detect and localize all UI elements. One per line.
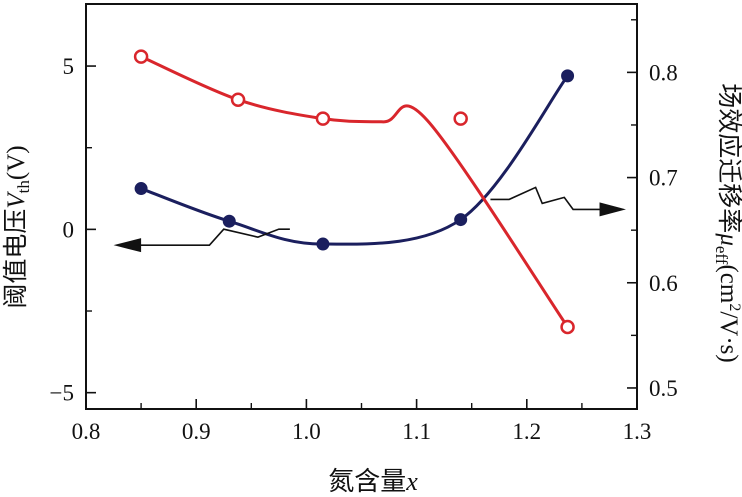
tick-marks: 0.8 0.9 1.0 1.1 1.2 1.3 −5 0 5 0.5 0.6 0.7 0.8 xyxy=(50,19,678,444)
mobility-point xyxy=(315,111,331,126)
threshold-voltage-point xyxy=(561,69,575,83)
left-arrow-line xyxy=(132,228,290,246)
mobility-point xyxy=(453,111,468,126)
plot-frame xyxy=(85,3,638,410)
right-axis-label-text: 场效应迁移率 xyxy=(715,83,742,233)
x-tick-label: 1.0 xyxy=(292,419,321,444)
left-axis-label-var: V xyxy=(3,191,30,209)
mobility-point xyxy=(133,49,149,64)
left-axis-label-sub: th xyxy=(14,180,33,194)
x-tick-label: 1.1 xyxy=(402,419,431,444)
x-tick-label: 1.3 xyxy=(623,419,652,444)
mobility-point xyxy=(560,319,575,335)
threshold-voltage-point xyxy=(134,182,148,196)
left-axis-label: 阈值电压Vth(V) xyxy=(2,145,33,308)
y-left-tick-label: −5 xyxy=(50,381,74,406)
left-arrowhead xyxy=(113,238,142,253)
left-axis-label-unit: (V) xyxy=(3,145,30,180)
y-right-tick-label: 0.5 xyxy=(649,376,678,401)
mobility-point xyxy=(230,92,246,107)
x-tick-label: 0.8 xyxy=(72,419,101,444)
series-layer xyxy=(133,49,575,335)
mobility-line xyxy=(140,55,569,328)
threshold-voltage-point xyxy=(454,213,468,227)
right-axis-label: 场效应迁移率μeff(cm2/V·s) xyxy=(712,83,742,362)
x-axis-label: 氮含量x xyxy=(328,467,418,496)
right-axis-label-unit-b: /V·s) xyxy=(715,311,742,362)
threshold-voltage-point xyxy=(316,237,330,251)
threshold-voltage-line xyxy=(140,74,569,246)
threshold-voltage-point xyxy=(222,214,236,228)
right-axis-label-unit-sup: 2 xyxy=(726,303,742,311)
y-right-tick-label: 0.7 xyxy=(649,166,678,191)
x-axis-label-text: 氮含量 xyxy=(328,467,406,496)
y-left-tick-label: 0 xyxy=(63,217,75,242)
y-right-tick-label: 0.6 xyxy=(649,271,678,296)
right-axis-label-var: μ xyxy=(715,232,742,246)
right-axis-label-sub: eff xyxy=(712,246,731,265)
right-axis-label-unit-a: (cm xyxy=(715,264,742,303)
y-left-tick-label: 5 xyxy=(63,54,75,79)
right-arrow-line xyxy=(490,186,610,211)
x-tick-label: 1.2 xyxy=(512,419,541,444)
y-right-tick-label: 0.8 xyxy=(649,60,678,85)
right-arrowhead xyxy=(599,202,626,217)
axis-arrows xyxy=(113,186,626,253)
plot-axes xyxy=(85,3,638,410)
left-axis-label-text: 阈值电压 xyxy=(2,209,30,309)
x-tick-label: 0.9 xyxy=(182,419,211,444)
x-axis-label-var: x xyxy=(405,467,418,496)
